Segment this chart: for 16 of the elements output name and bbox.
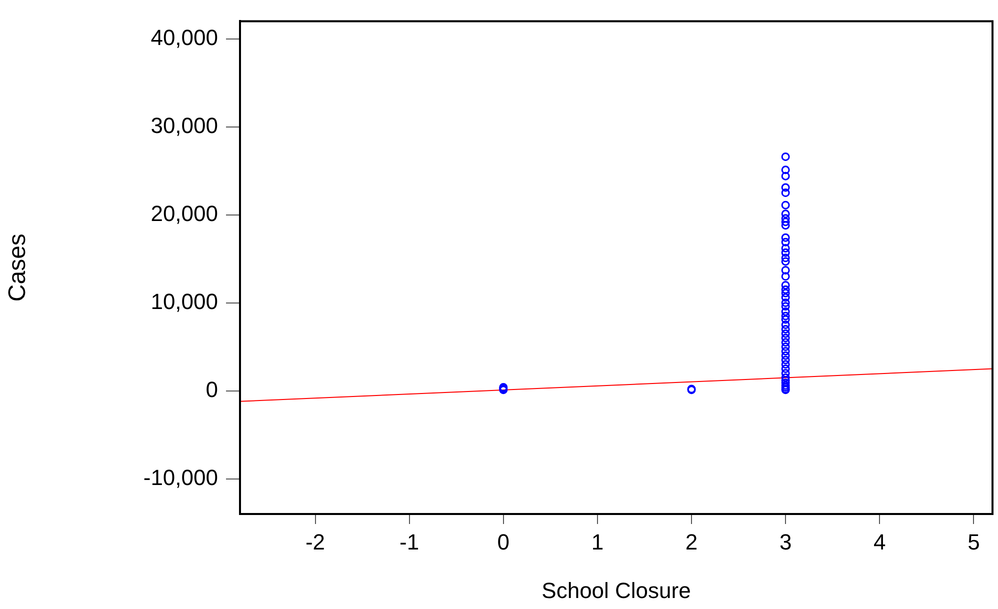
y-tick-label: 40,000 [150,24,218,50]
x-tick-label: -2 [305,529,326,554]
y-tick-label: 20,000 [150,200,218,226]
y-tick-label: 10,000 [150,288,218,314]
x-tick-label: 1 [591,529,604,554]
y-tick-label: 30,000 [150,112,218,138]
x-axis-title: School Closure [542,578,691,603]
x-tick-label: -1 [400,529,420,554]
x-tick-label: 0 [497,529,510,554]
x-tick-label: 4 [874,529,886,554]
y-axis-title: Cases [4,234,32,302]
x-tick-label: 3 [779,529,792,554]
x-tick-label: 2 [685,529,698,554]
y-tick-label: -10,000 [143,464,218,490]
x-tick-label: 5 [968,529,980,554]
y-tick-label: 0 [206,376,218,402]
